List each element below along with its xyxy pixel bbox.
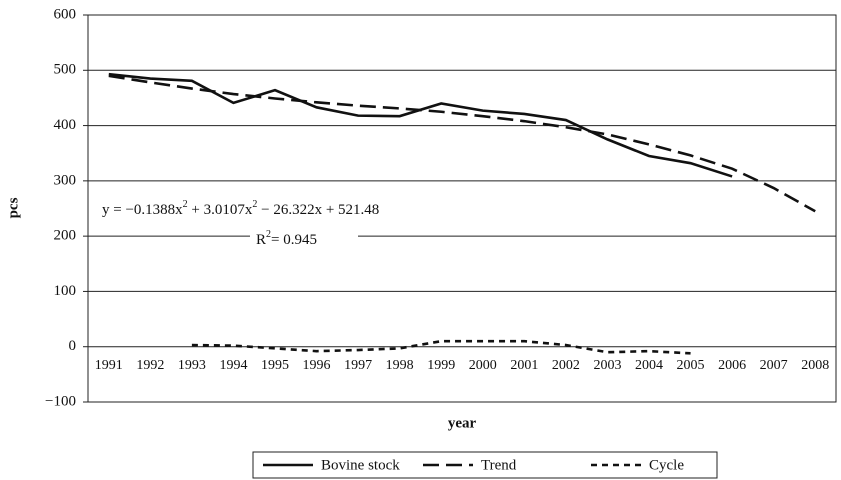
text-part: R: [256, 232, 266, 248]
legend-label: Cycle: [649, 457, 684, 473]
y-tick-label: 300: [54, 172, 77, 188]
superscript: 2: [183, 199, 188, 210]
y-tick-label: −100: [45, 393, 76, 409]
x-tick-label: 1998: [386, 358, 414, 373]
y-tick-label: 600: [54, 6, 77, 22]
text-part: − 26.322x + 521.48: [257, 202, 379, 218]
legend-box: [252, 451, 718, 479]
x-tick-label: 2007: [760, 358, 788, 373]
legend-label: Trend: [481, 457, 517, 473]
y-tick-label: 500: [54, 62, 77, 78]
y-tick-label: 400: [54, 117, 77, 133]
series-line: [108, 74, 816, 213]
x-tick-label: 1994: [219, 358, 247, 373]
text-part: + 3.0107x: [188, 202, 253, 218]
legend-label: Bovine stock: [321, 457, 400, 473]
x-tick-label: 1995: [261, 358, 289, 373]
x-tick-label: 1996: [303, 358, 331, 373]
x-tick-label: 2006: [718, 358, 746, 373]
superscript: 2: [252, 199, 257, 210]
x-tick-label: 1991: [95, 358, 123, 373]
x-tick-label: 2008: [801, 358, 829, 373]
x-tick-label: 2005: [677, 358, 705, 373]
text-part: = 0.945: [271, 232, 317, 248]
superscript: 2: [266, 229, 271, 240]
x-tick-label: 2003: [593, 358, 621, 373]
x-tick-label: 1997: [344, 358, 372, 373]
r-squared: R2= 0.945: [256, 229, 317, 248]
y-tick-label: 0: [69, 338, 77, 354]
x-tick-label: 1999: [427, 358, 455, 373]
r2-bg: [250, 228, 358, 254]
x-tick-label: 2001: [510, 358, 538, 373]
x-tick-label: 2000: [469, 358, 497, 373]
equation-bg: [96, 198, 504, 224]
y-tick-label: 200: [54, 228, 77, 244]
text-part: y = −0.1388x: [102, 202, 183, 218]
x-axis-label: year: [448, 415, 477, 431]
x-tick-label: 1992: [136, 358, 164, 373]
x-tick-label: 2002: [552, 358, 580, 373]
x-tick-label: 2004: [635, 358, 663, 373]
equation: y = −0.1388x2 + 3.0107x2 − 26.322x + 521…: [102, 199, 379, 218]
y-tick-label: 100: [54, 283, 77, 299]
series-line: [191, 339, 691, 355]
plot-border: [87, 14, 837, 403]
x-tick-label: 1993: [178, 358, 206, 373]
y-axis-label: pcs: [5, 197, 21, 218]
